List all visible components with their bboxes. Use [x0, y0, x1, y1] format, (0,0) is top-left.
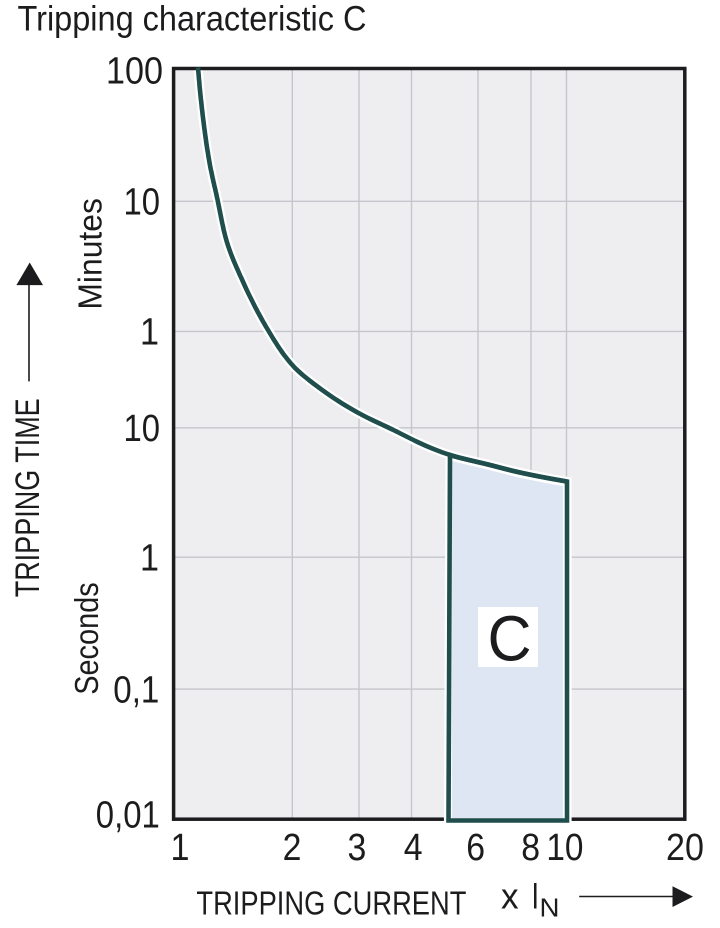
svg-text:I: I — [532, 876, 540, 917]
svg-text:3: 3 — [348, 826, 367, 869]
svg-text:Minutes: Minutes — [71, 198, 108, 310]
svg-text:10: 10 — [546, 826, 583, 869]
svg-text:0,01: 0,01 — [96, 794, 160, 837]
svg-text:N: N — [540, 895, 560, 923]
svg-text:10: 10 — [124, 407, 161, 450]
svg-text:6: 6 — [466, 826, 485, 869]
svg-text:8: 8 — [521, 826, 540, 869]
svg-text:100: 100 — [106, 49, 163, 92]
svg-text:1: 1 — [140, 536, 159, 579]
svg-text:1: 1 — [171, 826, 190, 869]
svg-text:x: x — [501, 876, 519, 917]
svg-text:4: 4 — [404, 826, 423, 869]
svg-text:Tripping characteristic C: Tripping characteristic C — [18, 0, 367, 39]
svg-text:2: 2 — [283, 826, 302, 869]
svg-text:1: 1 — [140, 311, 159, 354]
svg-text:0,1: 0,1 — [113, 668, 159, 711]
svg-text:C: C — [488, 603, 532, 675]
svg-text:TRIPPING CURRENT: TRIPPING CURRENT — [196, 884, 466, 921]
svg-text:20: 20 — [666, 826, 704, 869]
svg-text:TRIPPING TIME: TRIPPING TIME — [9, 398, 47, 597]
svg-text:Seconds: Seconds — [68, 582, 105, 695]
svg-text:10: 10 — [124, 181, 161, 224]
